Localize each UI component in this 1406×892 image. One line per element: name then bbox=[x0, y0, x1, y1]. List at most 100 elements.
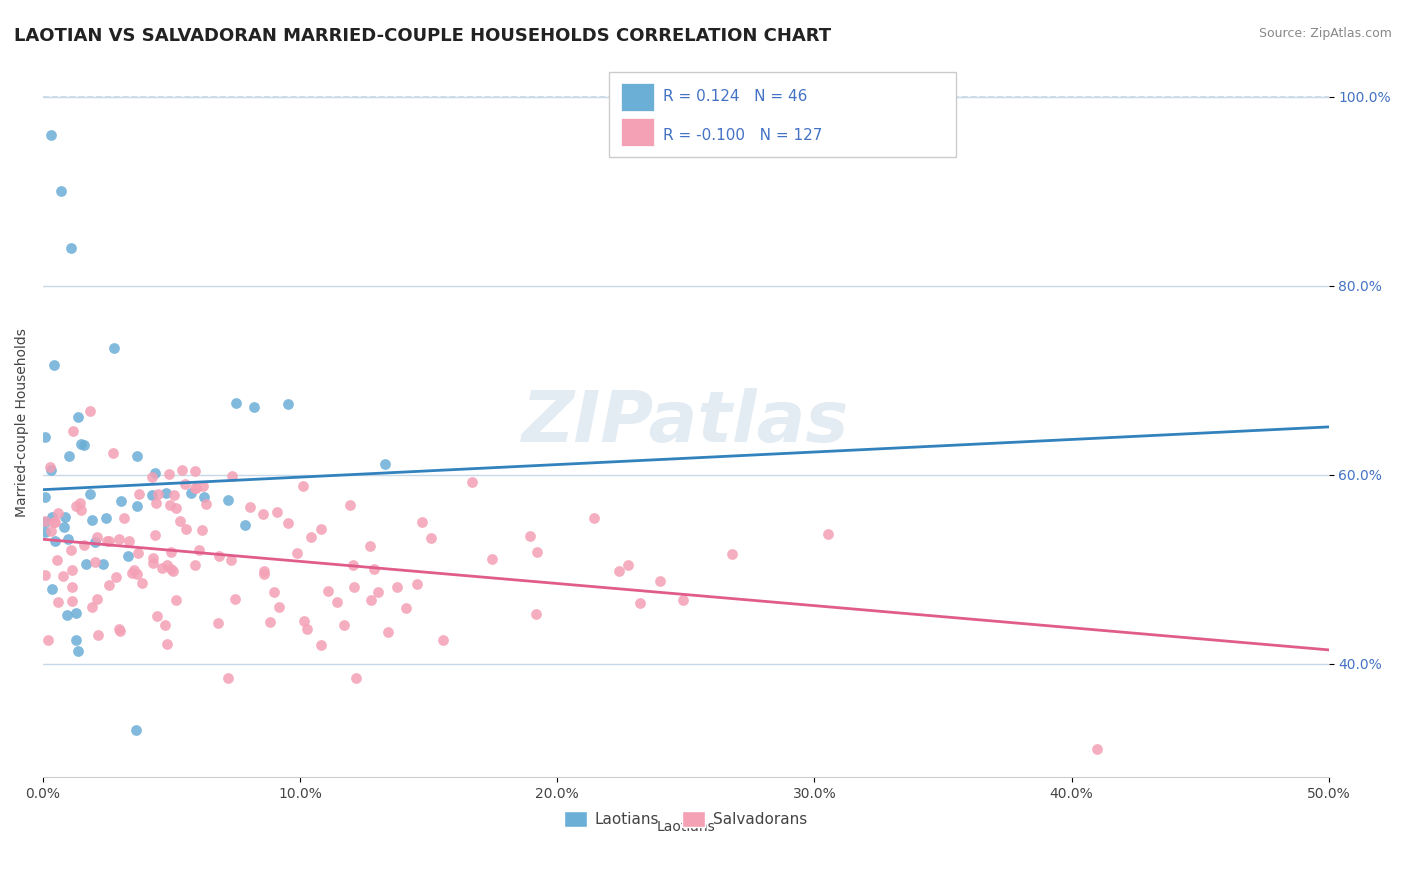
Point bbox=[145, 496, 167, 510]
Point bbox=[169, 514, 191, 528]
Point bbox=[141, 470, 163, 484]
Point bbox=[291, 479, 314, 493]
Point bbox=[70, 437, 93, 451]
Point bbox=[53, 510, 76, 524]
Point bbox=[79, 403, 101, 417]
Point bbox=[342, 558, 364, 572]
Point bbox=[394, 600, 416, 615]
Point bbox=[277, 397, 299, 411]
Point bbox=[125, 449, 148, 463]
Point bbox=[374, 458, 396, 472]
Point bbox=[221, 553, 243, 567]
Point bbox=[363, 562, 385, 576]
Point bbox=[125, 500, 148, 514]
Point bbox=[41, 510, 63, 524]
Point bbox=[224, 591, 246, 606]
Point bbox=[44, 534, 66, 549]
Point bbox=[60, 580, 83, 594]
Point bbox=[65, 499, 87, 513]
Point bbox=[75, 558, 97, 572]
Point bbox=[292, 614, 315, 628]
Point bbox=[125, 566, 148, 581]
Point bbox=[86, 591, 108, 606]
Point bbox=[208, 549, 231, 564]
Point bbox=[524, 607, 547, 621]
Point bbox=[174, 522, 197, 536]
Point bbox=[125, 723, 148, 737]
Point bbox=[156, 637, 179, 651]
Point bbox=[142, 557, 165, 571]
Point bbox=[105, 570, 128, 584]
Point bbox=[165, 592, 187, 607]
FancyBboxPatch shape bbox=[609, 72, 956, 157]
Text: R = -0.100   N = 127: R = -0.100 N = 127 bbox=[662, 128, 823, 144]
Text: Laotians: Laotians bbox=[657, 820, 716, 834]
Point bbox=[41, 524, 63, 538]
Point bbox=[367, 585, 389, 599]
Point bbox=[142, 551, 165, 566]
Point bbox=[159, 562, 181, 576]
Point bbox=[34, 430, 56, 444]
Point bbox=[91, 557, 114, 571]
Point bbox=[420, 531, 443, 545]
Point bbox=[60, 563, 83, 577]
Point bbox=[110, 494, 132, 508]
Point bbox=[165, 501, 187, 516]
Point bbox=[46, 595, 69, 609]
Point bbox=[150, 560, 173, 574]
Point bbox=[266, 505, 288, 519]
Point bbox=[817, 527, 839, 541]
Point bbox=[385, 580, 408, 594]
Point bbox=[207, 615, 229, 630]
Point bbox=[195, 497, 218, 511]
Point bbox=[672, 592, 695, 607]
Point bbox=[309, 522, 332, 536]
Point bbox=[519, 529, 541, 543]
Point bbox=[42, 515, 65, 529]
Point bbox=[127, 546, 149, 560]
Point bbox=[582, 511, 605, 525]
Point bbox=[108, 622, 131, 636]
Point bbox=[225, 396, 247, 410]
Point bbox=[170, 463, 193, 477]
Point bbox=[49, 185, 72, 199]
Point bbox=[62, 424, 84, 438]
Point bbox=[628, 596, 651, 610]
Point bbox=[117, 549, 139, 563]
Point bbox=[191, 523, 214, 537]
Point bbox=[58, 449, 80, 463]
Point bbox=[96, 533, 118, 548]
Point bbox=[44, 358, 66, 372]
Point bbox=[153, 617, 176, 632]
Point bbox=[83, 534, 105, 549]
Point bbox=[411, 515, 433, 529]
Point bbox=[34, 515, 56, 529]
Point bbox=[184, 481, 207, 495]
Point bbox=[94, 510, 117, 524]
Text: Source: ZipAtlas.com: Source: ZipAtlas.com bbox=[1258, 27, 1392, 40]
Text: ZIPatlas: ZIPatlas bbox=[522, 388, 849, 458]
Point bbox=[73, 538, 96, 552]
Point bbox=[37, 633, 59, 648]
Point bbox=[34, 515, 56, 529]
Point bbox=[285, 546, 308, 560]
Point bbox=[34, 567, 56, 582]
Point bbox=[39, 459, 62, 474]
Point bbox=[326, 595, 349, 609]
Point bbox=[141, 488, 163, 502]
Point bbox=[103, 341, 125, 355]
Point bbox=[110, 624, 132, 639]
FancyBboxPatch shape bbox=[621, 83, 654, 111]
Point bbox=[243, 401, 266, 415]
Point bbox=[360, 593, 382, 607]
Point bbox=[98, 578, 121, 592]
Point bbox=[432, 632, 454, 647]
Point bbox=[617, 558, 640, 572]
Point bbox=[297, 622, 319, 636]
Y-axis label: Married-couple Households: Married-couple Households bbox=[15, 328, 30, 517]
Point bbox=[333, 618, 356, 632]
Point bbox=[221, 469, 243, 483]
Point bbox=[86, 530, 108, 544]
Point bbox=[359, 539, 381, 553]
Point bbox=[146, 609, 169, 624]
